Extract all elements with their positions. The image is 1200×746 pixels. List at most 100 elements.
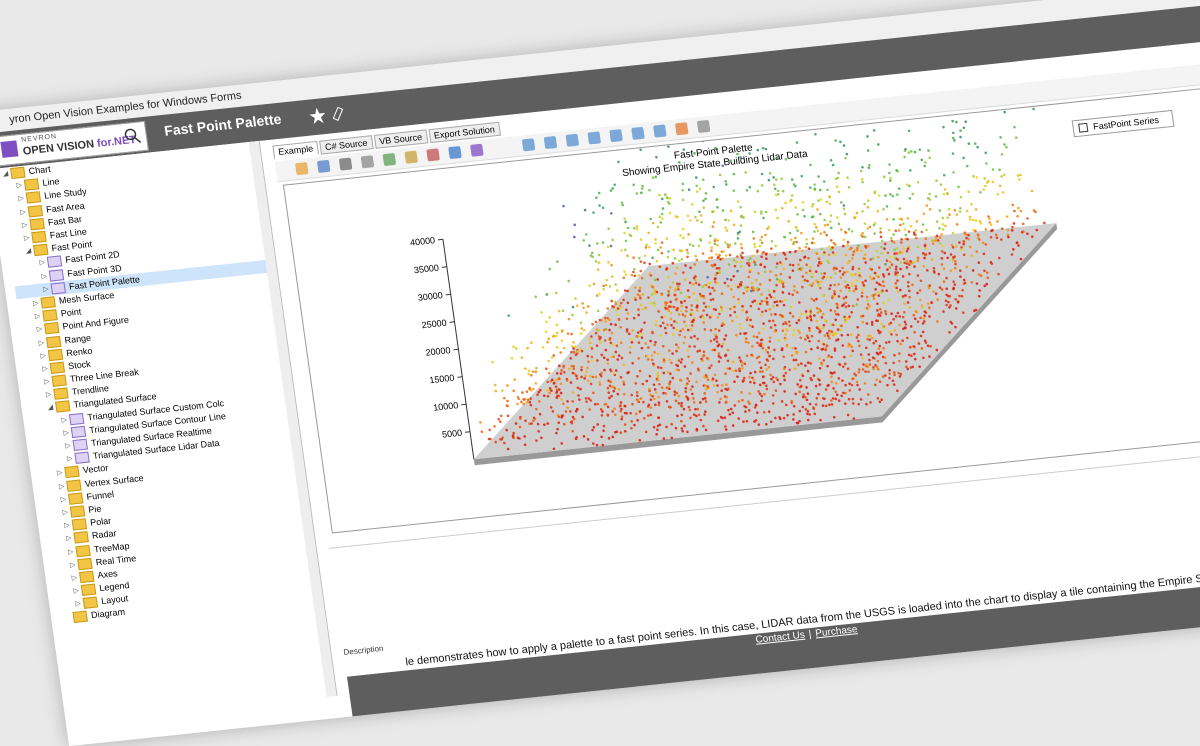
decor-point xyxy=(579,387,582,391)
decor-point xyxy=(970,254,973,257)
node-icon xyxy=(31,230,47,244)
decor-point xyxy=(770,247,773,250)
decor-point xyxy=(753,370,757,374)
toolbar-button[interactable] xyxy=(653,124,667,138)
decor-point xyxy=(689,327,693,331)
decor-point xyxy=(655,155,658,159)
decor-point xyxy=(934,239,937,243)
decor-point xyxy=(907,353,911,357)
decor-point xyxy=(825,344,829,347)
decor-point xyxy=(817,175,820,178)
toolbar-button[interactable] xyxy=(674,122,689,136)
toolbar-button[interactable] xyxy=(609,129,623,143)
decor-point xyxy=(723,395,727,398)
decor-point xyxy=(579,332,583,335)
decor-point xyxy=(546,380,549,384)
toolbar-button[interactable] xyxy=(295,162,309,176)
decor-point xyxy=(610,355,614,359)
decor-point xyxy=(541,346,545,349)
toolbar-button[interactable] xyxy=(404,150,419,164)
decor-point xyxy=(767,410,771,413)
decor-point xyxy=(893,248,896,252)
decor-point xyxy=(708,366,711,370)
decor-point xyxy=(809,376,812,380)
toolbar-button[interactable] xyxy=(338,157,353,171)
decor-point xyxy=(814,270,818,273)
decor-point xyxy=(763,265,767,269)
decor-point xyxy=(711,225,715,229)
decor-point xyxy=(668,405,672,409)
decor-point xyxy=(849,333,853,336)
title-icons[interactable] xyxy=(308,103,350,125)
decor-point xyxy=(866,227,870,230)
decor-point xyxy=(632,316,636,320)
decor-point xyxy=(839,276,843,279)
decor-point xyxy=(759,238,762,242)
decor-point xyxy=(817,199,820,202)
toolbar-button[interactable] xyxy=(631,126,645,140)
decor-point xyxy=(637,274,641,277)
decor-point xyxy=(974,208,978,211)
decor-point xyxy=(559,351,563,354)
toolbar-button[interactable] xyxy=(470,143,484,157)
decor-point xyxy=(680,304,684,308)
search-icon[interactable] xyxy=(124,127,142,145)
toolbar-button[interactable] xyxy=(382,152,397,167)
decor-point xyxy=(809,312,813,315)
decor-point xyxy=(527,372,530,376)
toolbar-button[interactable] xyxy=(316,159,331,173)
decor-point xyxy=(684,386,688,390)
decor-point xyxy=(927,149,930,152)
decor-point xyxy=(716,239,719,242)
toolbar-button[interactable] xyxy=(543,135,558,150)
decor-point xyxy=(753,420,756,423)
decor-point xyxy=(790,178,794,181)
decor-point xyxy=(752,335,756,338)
toolbar-button[interactable] xyxy=(448,146,462,160)
decor-point xyxy=(562,402,565,406)
y-tick xyxy=(441,266,447,268)
decor-point xyxy=(638,369,642,373)
decor-point xyxy=(906,262,910,265)
decor-point xyxy=(705,375,709,379)
node-icon xyxy=(80,583,97,597)
decor-point xyxy=(528,386,531,390)
decor-point xyxy=(724,218,727,222)
decor-point xyxy=(554,334,558,338)
decor-point xyxy=(829,284,832,287)
toolbar-button[interactable] xyxy=(360,155,375,169)
decor-point xyxy=(895,265,898,269)
decor-point xyxy=(695,414,698,418)
toolbar-button[interactable] xyxy=(565,133,580,147)
decor-point xyxy=(550,389,553,392)
decor-point xyxy=(857,370,861,374)
decor-point xyxy=(873,293,877,296)
decor-point xyxy=(713,348,717,352)
decor-point xyxy=(796,383,800,386)
decor-point xyxy=(923,310,927,313)
decor-point xyxy=(892,241,896,244)
decor-point xyxy=(613,300,617,304)
toolbar-button[interactable] xyxy=(521,138,536,152)
decor-point xyxy=(795,141,799,144)
toolbar-button[interactable] xyxy=(587,131,602,145)
decor-point xyxy=(547,371,551,375)
decor-point xyxy=(849,354,853,358)
footer-link[interactable]: Contact Us xyxy=(754,629,806,646)
decor-point xyxy=(770,240,774,243)
decor-point xyxy=(751,325,754,329)
decor-point xyxy=(715,340,719,344)
decor-point xyxy=(990,262,994,265)
decor-point xyxy=(799,385,803,388)
decor-point xyxy=(776,216,779,220)
decor-point xyxy=(586,366,589,370)
decor-point xyxy=(560,442,564,445)
toolbar-button[interactable] xyxy=(426,148,440,162)
node-label: Diagram xyxy=(90,607,126,621)
decor-point xyxy=(910,354,913,358)
node-icon xyxy=(64,466,80,479)
legend-checkbox[interactable] xyxy=(1078,122,1089,133)
footer-link[interactable]: Purchase xyxy=(814,624,859,640)
toolbar-button[interactable] xyxy=(696,119,711,134)
decor-point xyxy=(671,261,675,265)
